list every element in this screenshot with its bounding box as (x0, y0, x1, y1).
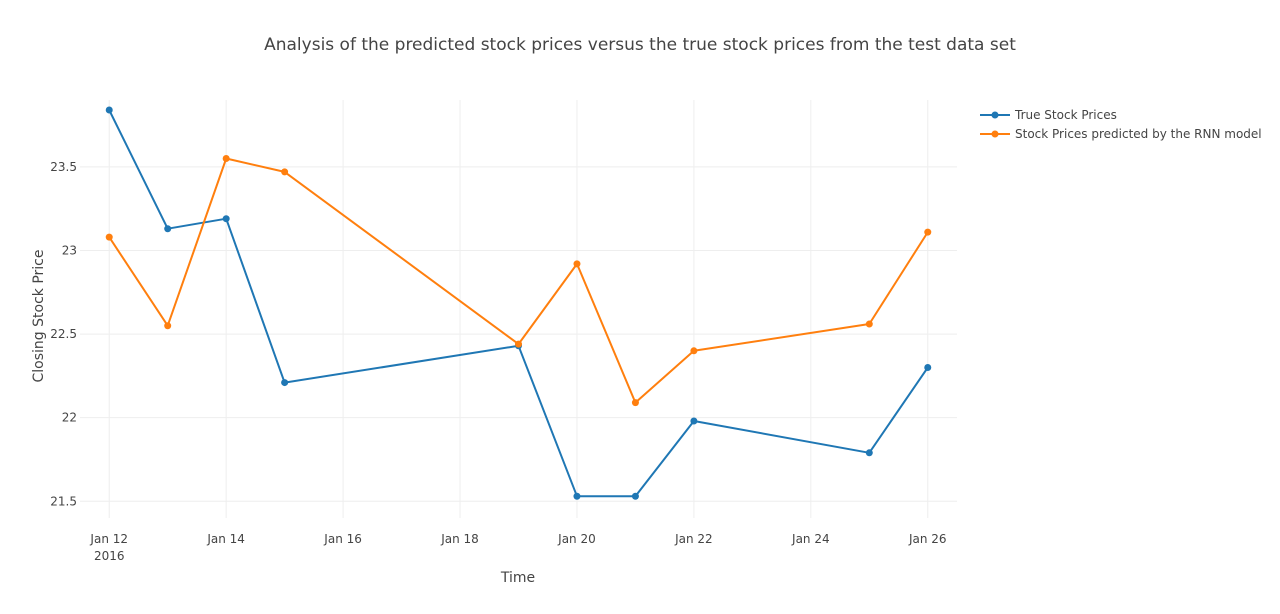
x-tick-label: Jan 24 (791, 532, 830, 546)
data-point (105, 106, 113, 114)
data-point (924, 228, 932, 236)
series-line-2 (108, 157, 929, 404)
series-line-1 (108, 109, 929, 498)
data-point (631, 399, 639, 407)
legend-label: Stock Prices predicted by the RNN model (1015, 127, 1262, 141)
data-point (515, 340, 522, 348)
chart-title: Analysis of the predicted stock prices v… (264, 35, 1016, 55)
data-point (281, 379, 289, 387)
y-tick-label: 22.5 (50, 327, 77, 341)
x-axis-title: Time (500, 570, 535, 586)
x-tick-label: Jan 14 (206, 532, 245, 546)
data-point (690, 417, 698, 425)
data-point (690, 347, 698, 355)
legend-label: True Stock Prices (1014, 108, 1117, 122)
y-tick-label: 23 (62, 243, 77, 257)
data-point (631, 492, 639, 500)
legend-marker (991, 130, 999, 138)
y-tick-label: 21.5 (50, 494, 77, 508)
data-point (164, 322, 172, 330)
legend-marker (991, 111, 999, 119)
x-tick-label: Jan 22 (674, 532, 713, 546)
legend[interactable]: True Stock Prices Stock Prices predicted … (980, 108, 1262, 141)
x-tick-year-label: 2016 (94, 549, 125, 563)
x-tick-label: Jan 26 (908, 532, 947, 546)
x-tick-label: Jan 16 (323, 532, 362, 546)
data-point (573, 492, 581, 500)
data-point (281, 168, 289, 176)
x-tick-label: Jan 20 (557, 532, 596, 546)
x-tick-label: Jan 12 (89, 532, 128, 546)
data-point (865, 449, 873, 457)
legend-item[interactable]: True Stock Prices (980, 108, 1117, 122)
data-point (924, 364, 932, 372)
y-tick-label: 23.5 (50, 160, 77, 174)
x-axis-ticks: Jan 12 2016 Jan 14 Jan 16 Jan 18 Jan 20 Jan 22… (89, 532, 946, 563)
x-tick-label: Jan 18 (440, 532, 479, 546)
data-point (164, 225, 172, 233)
legend-item[interactable]: Stock Prices predicted by the RNN model (980, 127, 1262, 141)
data-point (222, 155, 230, 163)
grid (80, 100, 957, 518)
plot-area (105, 106, 932, 500)
data-point (865, 320, 873, 328)
data-point (105, 233, 113, 241)
data-point (222, 215, 230, 223)
y-tick-label: 22 (62, 411, 77, 425)
data-point (573, 260, 581, 268)
y-axis-title: Closing Stock Price (31, 250, 47, 383)
y-axis-ticks: 21.5 22 22.5 23 23.5 (50, 160, 77, 508)
